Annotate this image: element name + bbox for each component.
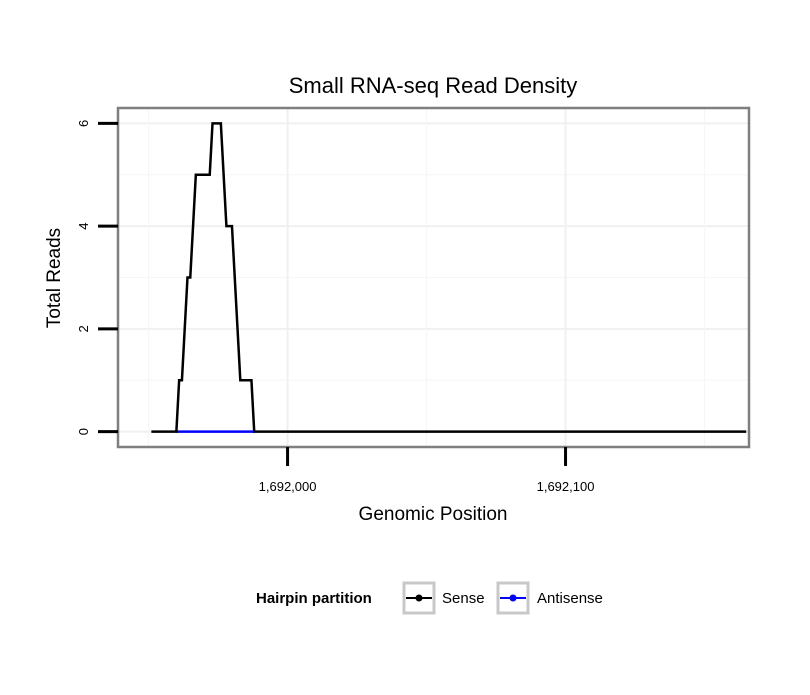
legend-point-sense (415, 594, 423, 602)
plot-panel-border (116, 106, 751, 449)
y-tick-label: 0 (76, 428, 91, 435)
y-tick-label: 6 (76, 120, 91, 127)
chart-title: Small RNA-seq Read Density (289, 73, 578, 98)
legend-label-sense: Sense (442, 590, 485, 607)
x-tick-label: 1,692,100 (537, 479, 595, 494)
series-line-sense (151, 122, 747, 433)
legend-point-antisense (509, 594, 517, 602)
y-axis-title: Total Reads (44, 228, 65, 328)
y-tick-label: 2 (76, 325, 91, 332)
y-axis: 0 2 4 6 (76, 120, 118, 435)
legend-key-sense (402, 581, 436, 615)
x-tick-label: 1,692,000 (259, 479, 317, 494)
legend-label-antisense: Antisense (537, 590, 603, 607)
series-lines (151, 122, 747, 433)
legend-title: Hairpin partition (256, 590, 372, 607)
x-axis: 1,692,000 1,692,100 (259, 447, 595, 494)
x-axis-title: Genomic Position (359, 504, 508, 525)
y-tick-label: 4 (76, 223, 91, 230)
legend: Hairpin partition Sense Antisense (256, 581, 603, 615)
